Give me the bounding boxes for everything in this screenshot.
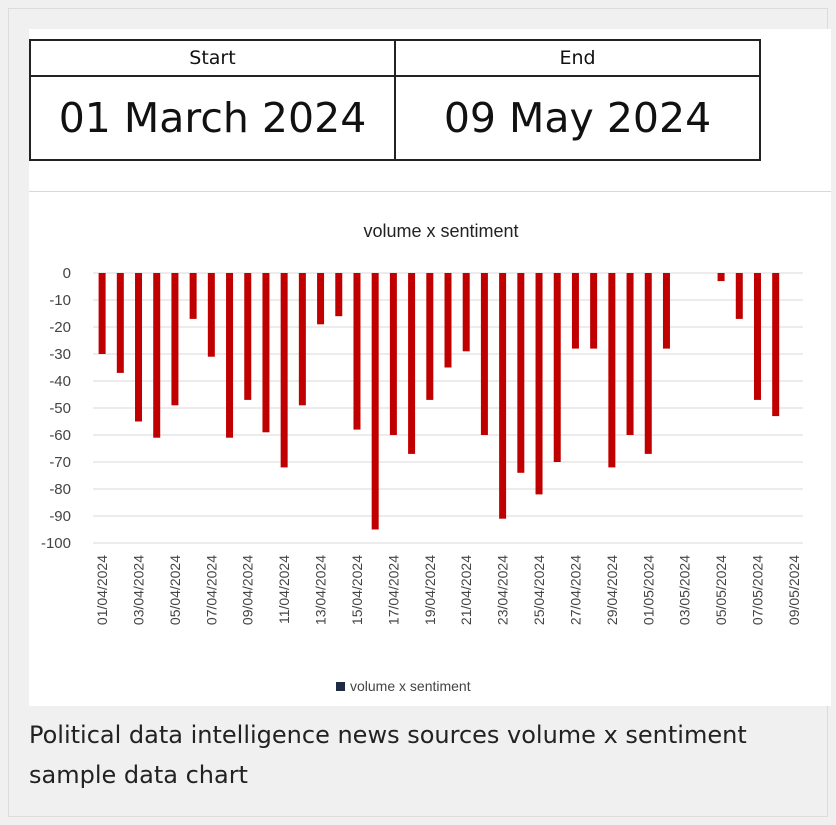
y-tick-label: -60 — [49, 427, 71, 444]
bar — [335, 273, 343, 317]
bar — [644, 273, 652, 454]
x-tick-label: 19/04/2024 — [422, 555, 438, 625]
chart-figure: Start End 01 March 2024 09 May 2024 volu… — [29, 29, 831, 706]
bar — [226, 273, 234, 438]
y-tick-label: -50 — [49, 400, 71, 417]
bar — [426, 273, 434, 400]
x-tick-label: 17/04/2024 — [385, 555, 401, 625]
y-tick-label: 0 — [63, 265, 71, 282]
chart-caption: Political data intelligence news sources… — [29, 721, 747, 789]
x-tick-label: 23/04/2024 — [495, 555, 511, 625]
bar-chart: volume x sentiment 0 -10 -20 -30 -40 -50 -60 -70… — [41, 221, 803, 694]
bar — [571, 273, 579, 349]
x-tick-label: 13/04/2024 — [313, 555, 329, 625]
bar — [553, 273, 561, 462]
x-tick-label: 21/04/2024 — [458, 555, 474, 625]
bar — [244, 273, 252, 400]
bar — [116, 273, 124, 373]
bar — [353, 273, 361, 430]
bar — [717, 273, 725, 282]
bar — [189, 273, 197, 319]
bar — [389, 273, 397, 435]
end-header: End — [394, 39, 761, 77]
bar — [517, 273, 525, 473]
bar — [135, 273, 143, 422]
y-tick-label: -90 — [49, 508, 71, 525]
y-tick-label: -80 — [49, 481, 71, 498]
x-tick-label: 03/05/2024 — [677, 555, 693, 625]
bar — [153, 273, 161, 438]
legend-swatch — [336, 682, 345, 691]
y-tick-label: -20 — [49, 319, 71, 336]
bar — [590, 273, 598, 349]
bar — [98, 273, 106, 354]
x-tick-label: 01/04/2024 — [94, 555, 110, 625]
bar — [408, 273, 416, 454]
bar — [171, 273, 179, 406]
bar — [753, 273, 761, 400]
bar — [298, 273, 306, 406]
x-tick-label: 05/04/2024 — [167, 555, 183, 625]
bar — [735, 273, 743, 319]
end-date-value: 09 May 2024 — [394, 75, 761, 161]
bar — [608, 273, 616, 468]
x-tick-label: 25/04/2024 — [531, 555, 547, 625]
bar — [772, 273, 780, 417]
x-tick-label: 27/04/2024 — [567, 555, 583, 625]
bar — [499, 273, 507, 519]
bar — [662, 273, 670, 349]
x-tick-label: 29/04/2024 — [604, 555, 620, 625]
bar — [444, 273, 452, 368]
x-tick-label: 03/04/2024 — [131, 555, 147, 625]
x-tick-label: 01/05/2024 — [640, 555, 656, 625]
y-tick-label: -40 — [49, 373, 71, 390]
y-tick-label: -10 — [49, 292, 71, 309]
bar — [317, 273, 325, 325]
x-tick-label: 05/05/2024 — [713, 555, 729, 625]
start-date-value: 01 March 2024 — [29, 75, 396, 161]
bar — [626, 273, 634, 435]
chart-card: Start End 01 March 2024 09 May 2024 volu… — [8, 8, 831, 817]
bar — [207, 273, 215, 357]
x-tick-label: 07/04/2024 — [203, 555, 219, 625]
bar — [462, 273, 470, 352]
y-tick-label: -30 — [49, 346, 71, 363]
bar — [480, 273, 488, 435]
x-tick-label: 11/04/2024 — [276, 555, 292, 624]
start-header: Start — [29, 39, 396, 77]
bar — [535, 273, 543, 495]
bar — [371, 273, 379, 530]
x-tick-label: 15/04/2024 — [349, 555, 365, 625]
chart-title: volume x sentiment — [363, 221, 518, 241]
bar — [262, 273, 270, 433]
legend-label: volume x sentiment — [350, 678, 471, 694]
x-tick-label: 09/04/2024 — [240, 555, 256, 625]
date-range-table: Start End 01 March 2024 09 May 2024 — [29, 39, 761, 161]
x-tick-label: 07/05/2024 — [749, 555, 765, 625]
divider — [29, 191, 831, 192]
y-tick-label: -100 — [41, 535, 71, 552]
y-tick-label: -70 — [49, 454, 71, 471]
x-tick-label: 09/05/2024 — [786, 555, 802, 625]
bar — [280, 273, 288, 468]
